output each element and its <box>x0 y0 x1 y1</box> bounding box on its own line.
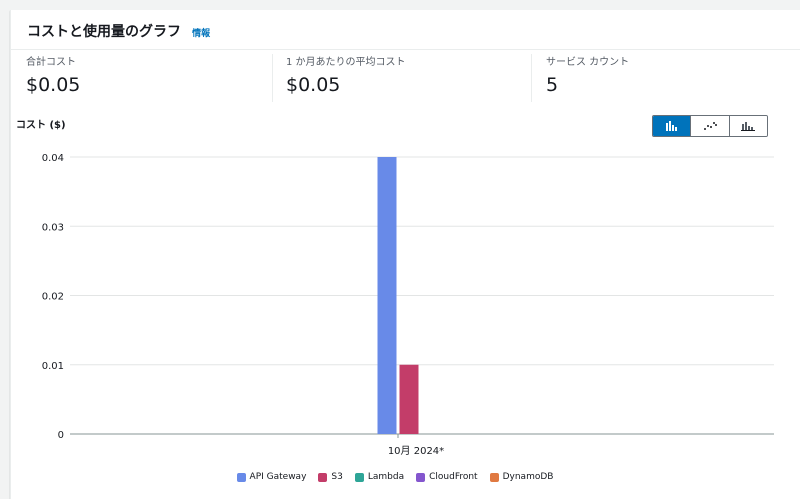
line-chart-icon <box>703 122 717 130</box>
y-tick-label: 0.02 <box>42 292 64 303</box>
metric-label: 合計コスト <box>26 57 76 68</box>
chart-legend: API Gateway S3 Lambda CloudFront DynamoDB <box>0 470 790 484</box>
chart-y-axis-title: コスト ($) <box>16 120 66 131</box>
metric-average-cost: 1 か月あたりの平均コスト $0.05 <box>286 53 406 103</box>
legend-label: S3 <box>331 472 343 482</box>
y-tick-label: 0 <box>58 430 64 441</box>
metric-value: $0.05 <box>286 74 341 96</box>
panel-title: コストと使用量のグラフ <box>27 24 181 40</box>
stacked-bar-chart-icon <box>741 122 756 131</box>
legend-label: CloudFront <box>429 472 478 482</box>
y-tick-label: 0.01 <box>42 361 64 372</box>
legend-swatch <box>354 472 364 482</box>
legend-label: Lambda <box>367 472 405 482</box>
metric-label: サービス カウント <box>546 57 630 68</box>
legend-item[interactable]: API Gateway <box>236 470 307 484</box>
info-link[interactable]: 情報 <box>192 29 211 39</box>
legend-swatch <box>416 472 426 482</box>
bar-chart-icon <box>665 121 677 131</box>
legend-swatch <box>236 472 246 482</box>
metric-value: $0.05 <box>26 74 81 96</box>
line-chart-button[interactable] <box>691 116 730 136</box>
legend-swatch <box>489 472 499 482</box>
cost-bar-chart: 0 0.01 0.02 0.03 0.04 10月 2024* <box>42 153 774 457</box>
bar-chart-button[interactable] <box>653 116 692 136</box>
x-tick-label: 10月 2024* <box>388 445 444 457</box>
y-tick-label: 0.04 <box>42 153 64 164</box>
legend-swatch <box>318 472 328 482</box>
metric-total-cost: 合計コスト $0.05 <box>26 53 80 103</box>
metric-service-count: サービス カウント 5 <box>546 53 629 103</box>
chart-type-toggle <box>652 115 768 137</box>
bar-api-gateway[interactable] <box>377 157 397 434</box>
metric-label: 1 か月あたりの平均コスト <box>286 57 406 68</box>
metric-value: 5 <box>546 74 559 96</box>
y-tick-label: 0.03 <box>42 222 64 233</box>
metric-divider <box>272 54 273 102</box>
metric-divider <box>531 54 532 102</box>
legend-item[interactable]: CloudFront <box>416 470 478 484</box>
stacked-bar-chart-button[interactable] <box>729 116 767 136</box>
legend-item[interactable]: DynamoDB <box>489 470 554 484</box>
panel-header: コストと使用量のグラフ 情報 <box>11 10 800 50</box>
legend-label: API Gateway <box>249 472 307 482</box>
bar-s3[interactable] <box>399 364 419 434</box>
legend-label: DynamoDB <box>502 472 554 482</box>
legend-item[interactable]: S3 <box>318 470 343 484</box>
legend-item[interactable]: Lambda <box>354 470 405 484</box>
